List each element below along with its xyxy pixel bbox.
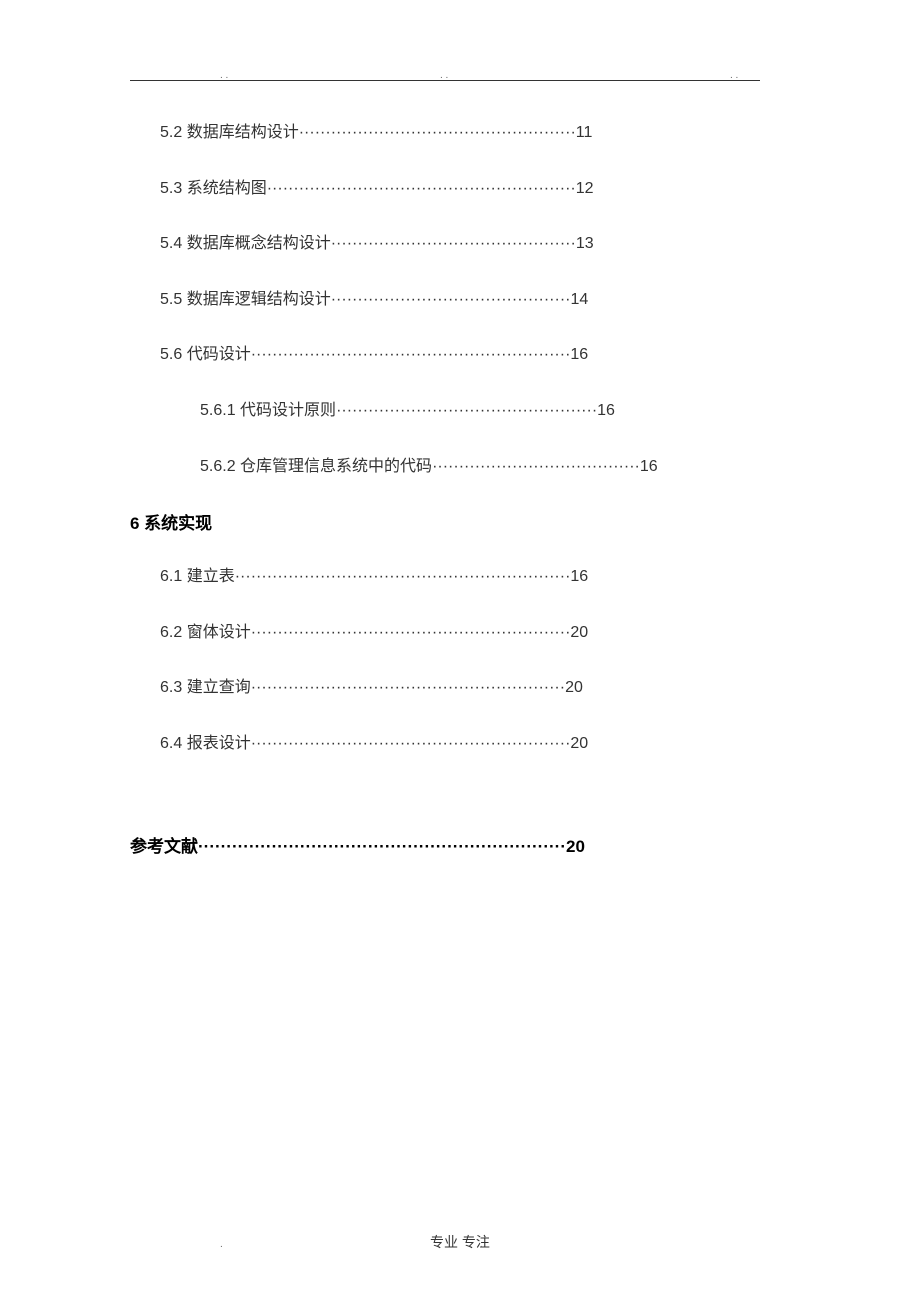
toc-dots: ········································…: [251, 346, 571, 363]
toc-page: 11: [576, 124, 593, 141]
toc-page: 12: [576, 180, 594, 197]
toc-page: 16: [570, 346, 588, 363]
section-heading: 6 系统实现: [130, 509, 760, 534]
toc-title: 窗体设计: [187, 624, 251, 641]
toc-entry: 6.3 建立查询································…: [130, 675, 760, 701]
toc-entry: 5.3 系统结构图·······························…: [130, 176, 760, 202]
toc-num: 5.6.1: [200, 402, 236, 419]
toc-title: 建立表: [187, 568, 235, 585]
toc-dots: ········································…: [331, 235, 576, 252]
toc-title: 建立查询: [187, 679, 251, 696]
header-dot-center: . .: [440, 70, 448, 81]
toc-dots: ········································…: [331, 291, 571, 308]
toc-page: 20: [570, 735, 588, 752]
toc-num: 5.4: [160, 235, 182, 252]
toc-entry: 6.1 建立表·································…: [130, 564, 760, 590]
toc-entry: 6.2 窗体设计································…: [130, 620, 760, 646]
toc-num: 6.1: [160, 568, 182, 585]
toc-title: 数据库结构设计: [187, 124, 299, 141]
toc-num: 6.2: [160, 624, 182, 641]
header-dot-right: . .: [730, 70, 738, 81]
toc-dots: ········································…: [251, 624, 571, 641]
toc-page: 20: [565, 679, 583, 696]
references-page: 20: [566, 837, 585, 856]
footer-dot-right: .: [480, 1239, 483, 1250]
toc-dots: ········································…: [267, 180, 576, 197]
toc-entry: 5.4 数据库概念结构设计···························…: [130, 231, 760, 257]
toc-entry: 5.2 数据库结构设计·····························…: [130, 120, 760, 146]
references-label: 参考文献: [130, 837, 198, 856]
toc-dots: ·······································: [432, 458, 640, 475]
toc-page: 13: [576, 235, 594, 252]
toc-page: 20: [570, 624, 588, 641]
toc-num: 5.6: [160, 346, 182, 363]
toc-page: 16: [597, 402, 615, 419]
toc-title: 报表设计: [187, 735, 251, 752]
toc-dots: ········································…: [336, 402, 597, 419]
toc-num: 5.3: [160, 180, 182, 197]
toc-entry: 5.6 代码设计································…: [130, 342, 760, 368]
references-entry: 参考文献····································…: [130, 832, 760, 857]
toc-title: 代码设计: [187, 346, 251, 363]
toc-title: 代码设计原则: [240, 402, 336, 419]
toc-title: 仓库管理信息系统中的代码: [240, 458, 432, 475]
toc-page: 14: [570, 291, 588, 308]
footer-text: 专业 专注: [0, 1232, 920, 1252]
toc-page: 16: [570, 568, 588, 585]
toc-entry: 5.5 数据库逻辑结构设计···························…: [130, 287, 760, 313]
toc-num: 5.6.2: [200, 458, 236, 475]
toc-title: 数据库概念结构设计: [187, 235, 331, 252]
toc-dots: ········································…: [251, 679, 565, 696]
toc-entry: 5.6.2 仓库管理信息系统中的代码······················…: [130, 454, 760, 480]
toc-num: 5.2: [160, 124, 182, 141]
toc-entry: 6.4 报表设计································…: [130, 731, 760, 757]
toc-title: 数据库逻辑结构设计: [187, 291, 331, 308]
toc-num: 6.4: [160, 735, 182, 752]
toc-dots: ········································…: [299, 124, 576, 141]
toc-dots: ········································…: [235, 568, 571, 585]
toc-dots: ········································…: [251, 735, 571, 752]
toc-num: 6.3: [160, 679, 182, 696]
toc-entry: 5.6.1 代码设计原则····························…: [130, 398, 760, 424]
toc-title: 系统结构图: [187, 180, 267, 197]
toc-page: 16: [640, 458, 658, 475]
header-dot-left: . .: [220, 70, 228, 81]
references-dots: ········································…: [198, 837, 566, 856]
toc-content: 5.2 数据库结构设计·····························…: [130, 120, 760, 857]
toc-num: 5.5: [160, 291, 182, 308]
